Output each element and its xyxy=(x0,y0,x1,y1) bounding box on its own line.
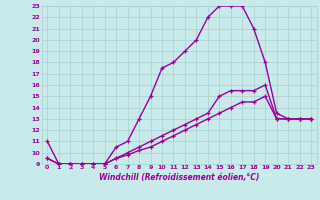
X-axis label: Windchill (Refroidissement éolien,°C): Windchill (Refroidissement éolien,°C) xyxy=(99,173,260,182)
